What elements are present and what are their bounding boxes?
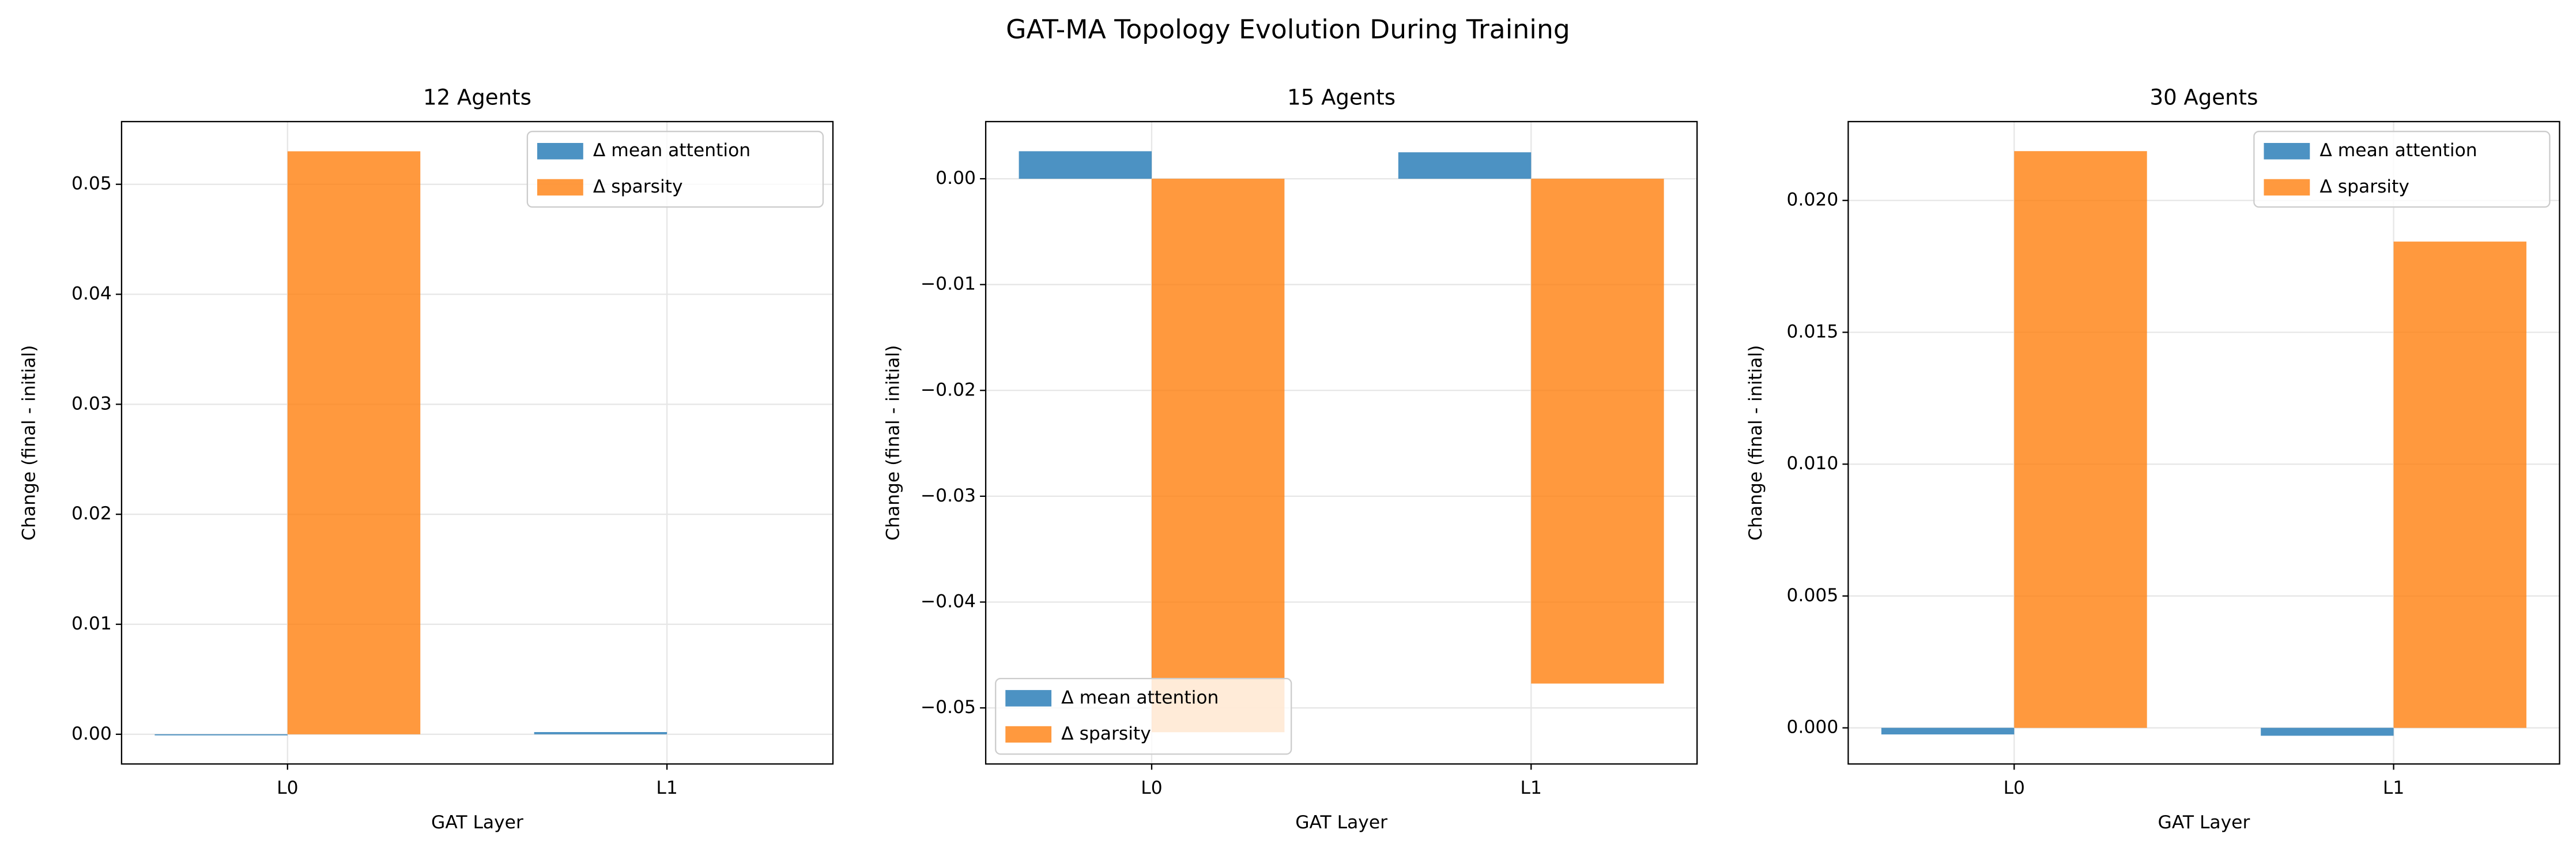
figure-title: GAT-MA Topology Evolution During Trainin… (1006, 14, 1570, 45)
y-tick-label: −0.02 (921, 379, 976, 400)
bar (2014, 151, 2147, 728)
legend: Δ mean attention Δ sparsity (526, 130, 824, 208)
bar (534, 732, 667, 734)
y-tick-label: 0.010 (1787, 453, 1839, 474)
legend-swatch (1005, 726, 1052, 743)
y-tick-label: 0.04 (71, 284, 112, 304)
axes-frame (120, 120, 834, 765)
legend-label: Δ mean attention (2319, 140, 2477, 161)
x-tick-label: L1 (656, 778, 677, 798)
bar (287, 151, 421, 734)
legend: Δ mean attention Δ sparsity (995, 678, 1292, 755)
y-axis-label: Change (final - initial) (18, 345, 39, 540)
bar (1398, 152, 1532, 179)
x-tick-label: L1 (2383, 778, 2404, 798)
y-tick-label: 0.00 (936, 168, 976, 188)
legend-box (526, 130, 824, 208)
y-axis-label: Change (final - initial) (882, 345, 903, 540)
x-axis-label: GAT Layer (431, 812, 523, 833)
bar (154, 734, 288, 736)
y-tick-label: −0.04 (921, 591, 976, 612)
bar (1881, 727, 2015, 735)
legend-label: Δ mean attention (1061, 687, 1219, 708)
y-axis-label: Change (final - initial) (1745, 345, 1766, 540)
axes-frame (985, 120, 1698, 765)
x-axis-label: GAT Layer (2158, 812, 2250, 833)
y-tick-label: 0.05 (71, 174, 112, 194)
x-axis-label: GAT Layer (1295, 812, 1387, 833)
legend-box (2253, 130, 2551, 208)
axes-title: 12 Agents (423, 85, 531, 110)
bar (2261, 727, 2394, 736)
legend-label: Δ mean attention (593, 140, 750, 161)
legend-swatch (2264, 143, 2310, 160)
y-tick-label: 0.01 (71, 613, 112, 634)
x-tick-label: L1 (1521, 778, 1542, 798)
y-tick-label: −0.05 (921, 697, 976, 718)
x-tick-label: L0 (2004, 778, 2025, 798)
axes-frame (1847, 120, 2560, 765)
y-tick-label: 0.02 (71, 503, 112, 524)
x-tick-label: L0 (1141, 778, 1162, 798)
legend-box (995, 678, 1292, 755)
legend-label: Δ sparsity (1061, 723, 1151, 744)
bar (1019, 151, 1152, 179)
bar (1531, 179, 1664, 684)
legend-label: Δ sparsity (2319, 176, 2409, 197)
legend: Δ mean attention Δ sparsity (2253, 130, 2551, 208)
legend-swatch (537, 179, 583, 196)
legend-swatch (1005, 690, 1052, 707)
legend-swatch (537, 143, 583, 160)
legend-swatch (2264, 179, 2310, 196)
y-tick-label: 0.020 (1787, 190, 1839, 210)
y-tick-label: 0.005 (1787, 585, 1839, 606)
bar (1151, 179, 1285, 733)
axes-title: 15 Agents (1287, 85, 1396, 110)
y-tick-label: 0.000 (1787, 717, 1839, 738)
y-tick-label: 0.00 (71, 723, 112, 744)
y-tick-label: −0.01 (921, 274, 976, 295)
legend-label: Δ sparsity (593, 176, 683, 197)
x-tick-label: L0 (277, 778, 298, 798)
y-tick-label: 0.015 (1787, 321, 1839, 342)
y-tick-label: 0.03 (71, 393, 112, 414)
y-tick-label: −0.03 (921, 485, 976, 506)
axes-title: 30 Agents (2150, 85, 2258, 110)
bar (2393, 242, 2526, 728)
